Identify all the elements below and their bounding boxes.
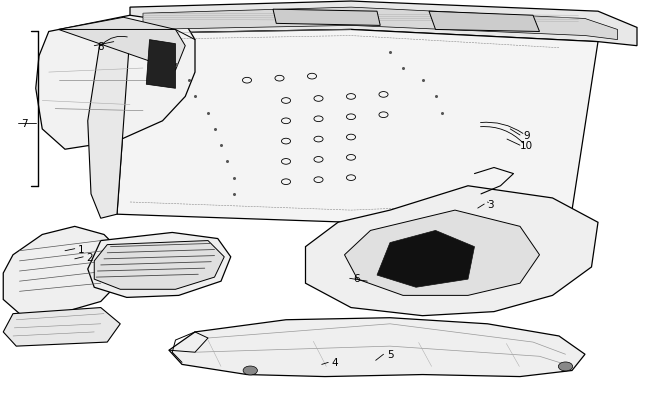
Polygon shape xyxy=(94,241,224,290)
Polygon shape xyxy=(377,231,474,288)
Text: 2: 2 xyxy=(86,252,93,262)
Text: 4: 4 xyxy=(332,358,338,367)
Text: 6: 6 xyxy=(353,274,359,284)
Text: 1: 1 xyxy=(78,244,84,254)
Polygon shape xyxy=(58,18,185,71)
Text: 5: 5 xyxy=(387,350,393,359)
Text: 8: 8 xyxy=(98,42,104,51)
Polygon shape xyxy=(169,318,585,377)
Polygon shape xyxy=(36,16,195,150)
Text: 3: 3 xyxy=(488,200,494,209)
Polygon shape xyxy=(3,308,120,346)
Polygon shape xyxy=(143,8,618,40)
Circle shape xyxy=(243,366,257,375)
Polygon shape xyxy=(273,10,380,26)
Polygon shape xyxy=(88,34,130,219)
Polygon shape xyxy=(3,227,120,314)
Polygon shape xyxy=(88,233,231,298)
Polygon shape xyxy=(429,12,540,32)
Polygon shape xyxy=(344,211,540,296)
Polygon shape xyxy=(130,2,637,47)
Text: 10: 10 xyxy=(520,141,533,151)
Polygon shape xyxy=(306,186,598,316)
Polygon shape xyxy=(117,30,598,223)
Text: 9: 9 xyxy=(523,131,530,141)
Text: 7: 7 xyxy=(21,119,28,128)
Polygon shape xyxy=(146,40,176,89)
Circle shape xyxy=(558,362,573,371)
